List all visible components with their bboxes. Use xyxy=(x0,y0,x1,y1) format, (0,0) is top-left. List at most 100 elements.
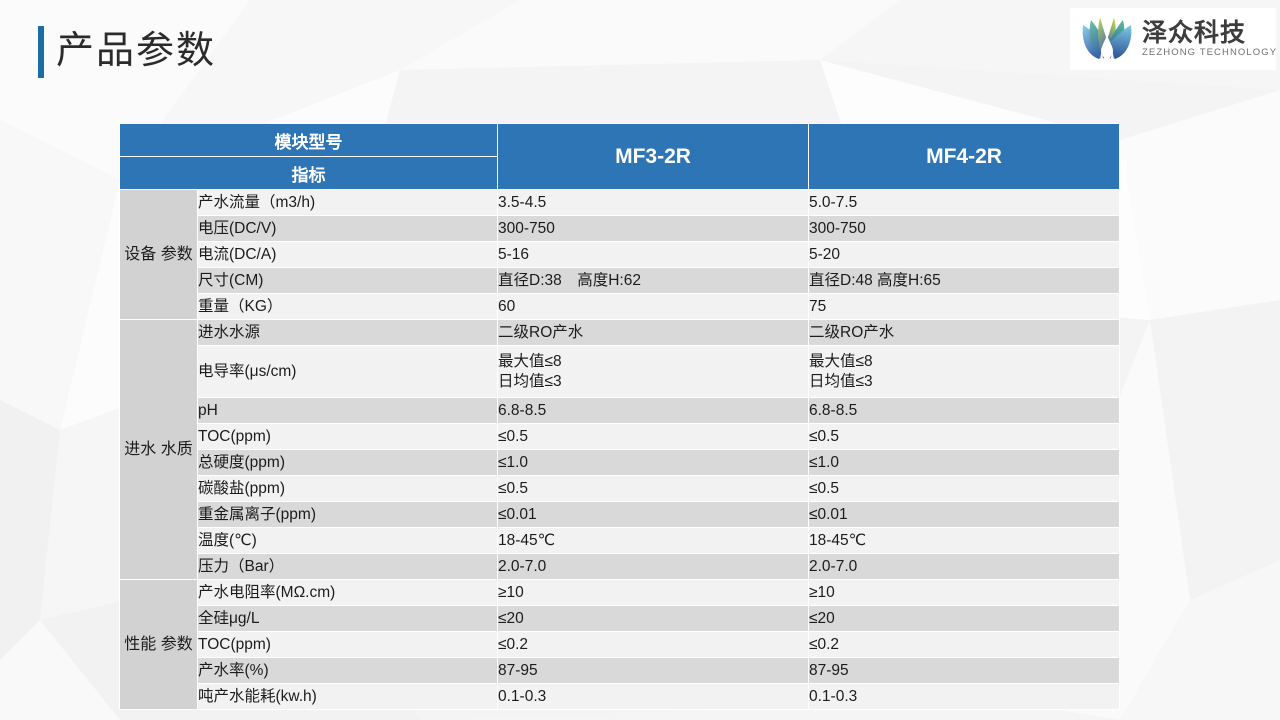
group-label-feedwater: 进水 水质 xyxy=(119,319,198,580)
row-value-mf3: 18-45℃ xyxy=(497,527,809,554)
group-label-equipment: 设备 参数 xyxy=(119,189,198,320)
table-header-row-1: 模块型号 MF3-2R MF4-2R xyxy=(119,123,1120,190)
row-item: 电流(DC/A) xyxy=(197,241,498,268)
row-item: 总硬度(ppm) xyxy=(197,449,498,476)
row-value-mf4: 6.8-8.5 xyxy=(808,397,1120,424)
row-item: 电导率(μs/cm) xyxy=(197,345,498,398)
row-value-mf3: ≤1.0 xyxy=(497,449,809,476)
table-row: TOC(ppm) ≤0.2 ≤0.2 xyxy=(120,631,1120,658)
row-value-mf3: 最大值≤8 日均值≤3 xyxy=(497,345,809,398)
row-value-mf4: 最大值≤8 日均值≤3 xyxy=(808,345,1120,398)
table-row: 碳酸盐(ppm) ≤0.5 ≤0.5 xyxy=(120,475,1120,502)
row-value-mf3: 2.0-7.0 xyxy=(497,553,809,580)
table-row: 重量（KG） 60 75 xyxy=(120,293,1120,320)
product-spec-table: 模块型号 MF3-2R MF4-2R 指标 设备 参数 产水流量（m3/h) 3… xyxy=(119,123,1120,710)
table-row: 进水 水质 进水水源 二级RO产水 二级RO产水 xyxy=(119,319,1120,580)
group-label-performance: 性能 参数 xyxy=(119,579,198,710)
row-item: TOC(ppm) xyxy=(197,423,498,450)
logo-text: 泽众科技 ZEZHONG TECHNOLOGY xyxy=(1142,19,1277,59)
header-index-label: 指标 xyxy=(119,156,498,190)
row-value-mf3-line1: 最大值≤8 xyxy=(498,353,562,371)
table-row: 吨产水能耗(kw.h) 0.1-0.3 0.1-0.3 xyxy=(120,683,1120,710)
table-row: 全硅μg/L ≤20 ≤20 xyxy=(120,605,1120,632)
row-value-mf4-line2: 日均值≤3 xyxy=(809,372,873,390)
table-body: 设备 参数 产水流量（m3/h) 3.5-4.5 5.0-7.5 电压(DC/V… xyxy=(119,189,1120,710)
table-row: TOC(ppm) ≤0.5 ≤0.5 xyxy=(120,423,1120,450)
row-value-mf4: 75 xyxy=(808,293,1120,320)
table-row: 尺寸(CM) 直径D:38 高度H:62 直径D:48 高度H:65 xyxy=(120,267,1120,294)
leaf-droplet-icon xyxy=(1082,17,1132,59)
group-label-line1: 性能 xyxy=(124,635,157,653)
row-value-mf3: ≥10 xyxy=(497,579,809,606)
row-value-mf4: 18-45℃ xyxy=(808,527,1120,554)
group-label-line1: 设备 xyxy=(124,245,157,263)
table-row: 产水率(%) 87-95 87-95 xyxy=(120,657,1120,684)
table-row: 重金属离子(ppm) ≤0.01 ≤0.01 xyxy=(120,501,1120,528)
row-value-mf4: ≤20 xyxy=(808,605,1120,632)
row-value-mf3: 87-95 xyxy=(497,657,809,684)
row-value-mf3: 二级RO产水 xyxy=(497,319,809,346)
header-column-mf3: MF3-2R xyxy=(497,123,809,190)
row-value-mf3: 直径D:38 高度H:62 xyxy=(497,267,809,294)
logo-name-en: ZEZHONG TECHNOLOGY xyxy=(1142,47,1278,58)
row-value-mf4-line1: 最大值≤8 xyxy=(809,353,873,371)
row-value-mf3: 3.5-4.5 xyxy=(497,189,809,216)
page-title: 产品参数 xyxy=(56,30,217,72)
row-item: TOC(ppm) xyxy=(197,631,498,658)
row-item: 产水流量（m3/h) xyxy=(197,189,498,216)
row-item: 吨产水能耗(kw.h) xyxy=(197,683,498,710)
row-value-mf3-line2: 日均值≤3 xyxy=(498,372,562,390)
group-label-line2: 水质 xyxy=(160,440,193,458)
row-value-mf4: 二级RO产水 xyxy=(808,319,1120,346)
row-value-mf4: ≤0.5 xyxy=(808,423,1120,450)
row-value-mf4: 87-95 xyxy=(808,657,1120,684)
row-value-mf4: 5-20 xyxy=(808,241,1120,268)
row-item: 尺寸(CM) xyxy=(197,267,498,294)
table-header: 模块型号 MF3-2R MF4-2R 指标 xyxy=(119,123,1120,190)
table-row: 性能 参数 产水电阻率(MΩ.cm) ≥10 ≥10 xyxy=(119,579,1120,710)
table-row: 温度(℃) 18-45℃ 18-45℃ xyxy=(120,527,1120,554)
row-value-mf4: 直径D:48 高度H:65 xyxy=(808,267,1120,294)
row-value-mf3: ≤0.5 xyxy=(497,423,809,450)
header-model-label: 模块型号 xyxy=(119,123,498,157)
row-value-mf4: 5.0-7.5 xyxy=(808,189,1120,216)
row-value-mf4: ≤1.0 xyxy=(808,449,1120,476)
row-value-mf3: 300-750 xyxy=(497,215,809,242)
table-row: 电压(DC/V) 300-750 300-750 xyxy=(120,215,1120,242)
row-value-mf3: ≤20 xyxy=(497,605,809,632)
row-value-mf3: ≤0.5 xyxy=(497,475,809,502)
group-label-line1: 进水 xyxy=(124,440,157,458)
table-row: 设备 参数 产水流量（m3/h) 3.5-4.5 5.0-7.5 xyxy=(119,189,1120,320)
row-value-mf3: 60 xyxy=(497,293,809,320)
table-row: 电导率(μs/cm) 最大值≤8 日均值≤3 最大值≤8 日均值≤3 xyxy=(120,345,1120,398)
header-column-mf4: MF4-2R xyxy=(808,123,1120,190)
row-value-mf4: ≥10 xyxy=(808,579,1120,606)
group-label-line2: 参数 xyxy=(160,245,193,263)
table-row: 压力（Bar） 2.0-7.0 2.0-7.0 xyxy=(120,553,1120,580)
row-item: 产水电阻率(MΩ.cm) xyxy=(197,579,498,606)
row-item: 电压(DC/V) xyxy=(197,215,498,242)
row-item: 重量（KG） xyxy=(197,293,498,320)
row-value-mf4: ≤0.01 xyxy=(808,501,1120,528)
row-item: 重金属离子(ppm) xyxy=(197,501,498,528)
row-item: 产水率(%) xyxy=(197,657,498,684)
logo-name-cn: 泽众科技 xyxy=(1142,19,1247,47)
row-value-mf4: ≤0.2 xyxy=(808,631,1120,658)
row-item: 碳酸盐(ppm) xyxy=(197,475,498,502)
row-value-mf3: ≤0.2 xyxy=(497,631,809,658)
slide-header: 产品参数 xyxy=(0,0,1280,96)
row-value-mf4: ≤0.5 xyxy=(808,475,1120,502)
row-item: 全硅μg/L xyxy=(197,605,498,632)
table-row: 总硬度(ppm) ≤1.0 ≤1.0 xyxy=(120,449,1120,476)
title-accent-bar xyxy=(38,26,44,78)
company-logo: 泽众科技 ZEZHONG TECHNOLOGY xyxy=(1070,8,1276,70)
row-value-mf3: 6.8-8.5 xyxy=(497,397,809,424)
row-item: pH xyxy=(197,397,498,424)
row-value-mf4: 300-750 xyxy=(808,215,1120,242)
table-header-row-2: 指标 xyxy=(119,156,1120,190)
row-item: 压力（Bar） xyxy=(197,553,498,580)
group-label-line2: 参数 xyxy=(160,635,193,653)
row-value-mf3: 5-16 xyxy=(497,241,809,268)
row-item: 进水水源 xyxy=(197,319,498,346)
